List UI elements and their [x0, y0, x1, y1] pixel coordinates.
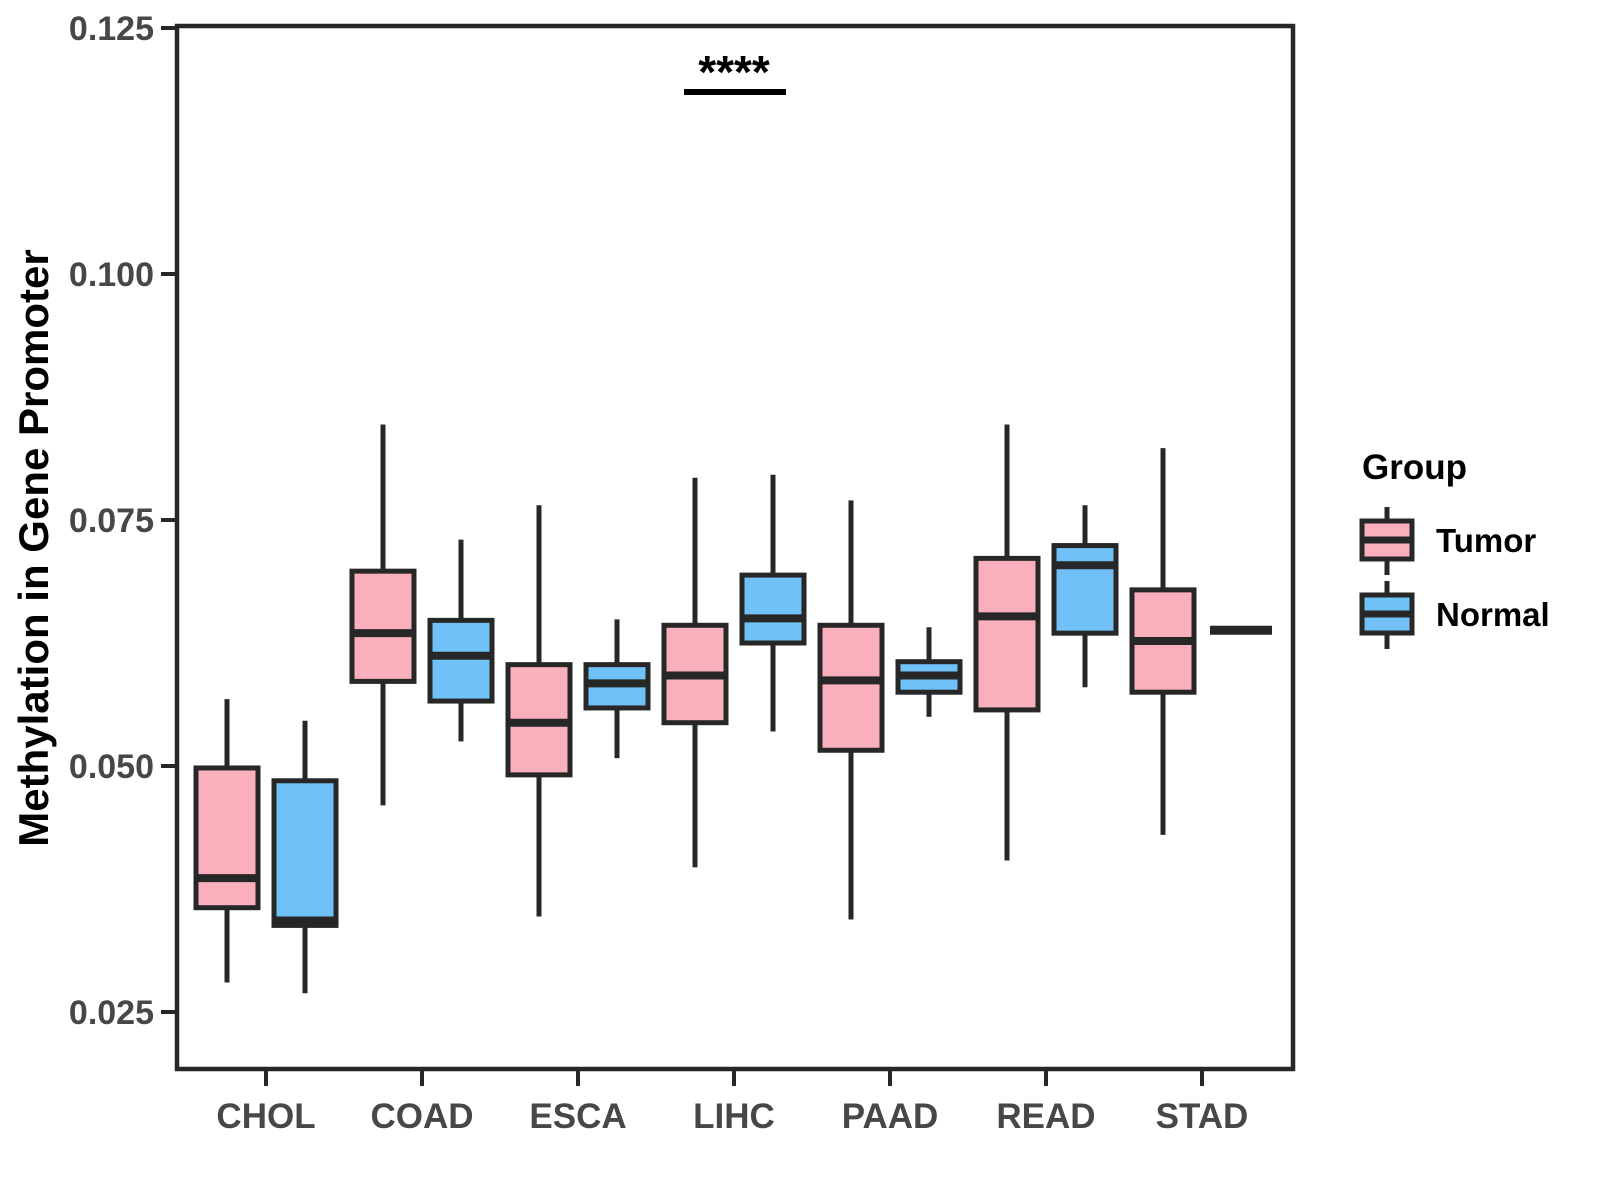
x-tick-label: CHOL: [216, 1097, 315, 1136]
normal-boxplot-key-icon: [1359, 581, 1415, 649]
x-tick-label: STAD: [1156, 1097, 1249, 1136]
x-tick-label: PAAD: [842, 1097, 939, 1136]
y-tick-label: 0.025: [69, 994, 154, 1032]
x-tick-label: READ: [996, 1097, 1095, 1136]
box-tumor-coad: [349, 568, 417, 684]
legend-label-normal: Normal: [1436, 596, 1550, 633]
y-tick-label: 0.125: [69, 10, 154, 48]
x-tick-label: ESCA: [529, 1097, 626, 1136]
y-tick-label: 0.075: [69, 502, 154, 540]
y-axis-title: Methylation in Gene Promoter: [10, 249, 57, 847]
box-normal-coad: [427, 617, 495, 704]
tumor-boxplot-key-icon: [1359, 507, 1415, 575]
box-tumor-chol: [193, 765, 261, 911]
legend-title: Group: [1362, 448, 1467, 487]
x-tick-label: COAD: [370, 1097, 473, 1136]
box-normal-chol: [271, 778, 339, 928]
y-tick-label: 0.050: [69, 748, 154, 786]
box-normal-read: [1051, 543, 1119, 636]
y-tick-label: 0.100: [69, 256, 154, 294]
box-tumor-read: [973, 555, 1041, 713]
box-tumor-paad: [817, 622, 885, 753]
legend: Group Tumor Normal: [1358, 448, 1550, 652]
panel-border: [174, 23, 1296, 1072]
box-normal-lihc: [739, 572, 807, 646]
legend-entry-tumor: Tumor: [1358, 504, 1550, 578]
significance-stars: ****: [698, 46, 770, 98]
legend-entry-normal: Normal: [1358, 578, 1550, 652]
legend-label-tumor: Tumor: [1436, 522, 1537, 559]
x-tick-label: LIHC: [693, 1097, 775, 1136]
